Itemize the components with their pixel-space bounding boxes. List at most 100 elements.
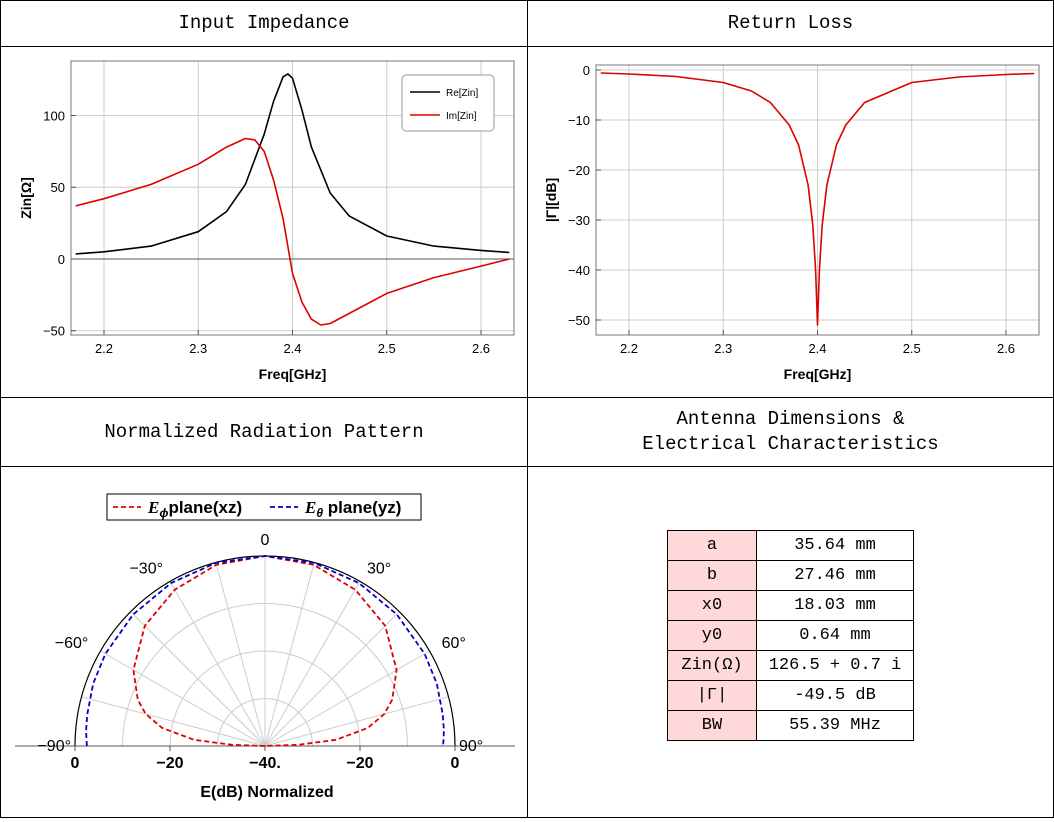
polar-angle-label: −30°	[129, 560, 163, 577]
polar-base-tick-label: −20	[346, 755, 373, 772]
polar-spoke	[264, 650, 430, 747]
return-loss-x-tick-label: 2.4	[808, 341, 826, 356]
impedance-y-tick-label: 50	[51, 180, 65, 195]
input-impedance-title: Input Impedance	[178, 12, 350, 34]
antenna-dimensions-header: Antenna Dimensions & Electrical Characte…	[527, 397, 1054, 467]
antenna-dimensions-title-line2: Electrical Characteristics	[642, 433, 939, 455]
return-loss-x-tick-label: 2.6	[997, 341, 1015, 356]
polar-angle-label: −90°	[37, 738, 71, 755]
impedance-x-axis-label: Freq[GHz]	[259, 366, 327, 382]
polar-angle-label: 0	[261, 532, 270, 549]
return-loss-y-tick-label: −10	[568, 113, 590, 128]
polar-angle-label: 60°	[442, 635, 466, 652]
input-impedance-chart: 2.2 2.3 2.4 2.5 2.6 −50 0 50 100 Freq[GHz] Zin[Ω] R…	[18, 60, 515, 382]
return-loss-y-tick-label: −30	[568, 213, 590, 228]
return-loss-y-axis-label: |Γ|[dB]	[543, 178, 559, 222]
impedance-y-axis-label: Zin[Ω]	[18, 177, 34, 219]
impedance-x-tick-label: 2.5	[378, 341, 396, 356]
polar-base-tick-label: −40.	[249, 755, 281, 772]
dimension-key: x0	[667, 590, 757, 621]
polar-legend-subscript: θ	[316, 506, 323, 520]
return-loss-cell: 2.2 2.3 2.4 2.5 2.6 −50 −40 −30 −20 −10 0 Freq[GHz]…	[527, 46, 1054, 398]
dimension-row: x0 18.03 mm	[667, 590, 914, 621]
dimension-value: 18.03 mm	[756, 590, 914, 621]
dimension-row: Zin(Ω) 126.5 + 0.7 i	[667, 650, 914, 681]
dimension-value: 35.64 mm	[756, 530, 914, 561]
radiation-pattern-cell: −90° −60° −30° 0 30° 60° 90° 0 −20 −40. −20 0 E(dB) …	[0, 466, 528, 818]
dimension-row: a 35.64 mm	[667, 530, 914, 561]
dimension-key: a	[667, 530, 757, 561]
return-loss-y-tick-label: −40	[568, 263, 590, 278]
polar-legend-label-e-phi: Eϕplane(xz)	[147, 498, 242, 520]
return-loss-series-line	[600, 72, 1035, 326]
polar-axis-label: E(dB) Normalized	[200, 784, 333, 801]
dimension-value: 0.64 mm	[756, 620, 914, 651]
polar-spoke	[130, 611, 266, 747]
return-loss-x-tick-label: 2.5	[903, 341, 921, 356]
return-loss-x-tick-label: 2.2	[620, 341, 638, 356]
polar-spoke	[81, 696, 266, 747]
impedance-legend: Re[Zin] Im[Zin]	[401, 74, 495, 132]
legend-label-im-zin-: Im[Zin]	[446, 111, 477, 122]
dimension-value: -49.5 dB	[756, 680, 914, 711]
polar-legend-label-e-theta: Eθ plane(yz)	[304, 498, 401, 520]
dimension-key: b	[667, 560, 757, 591]
return-loss-y-tick-label: 0	[583, 63, 590, 78]
polar-spoke	[169, 581, 266, 747]
polar-angle-label: −60°	[55, 635, 89, 652]
impedance-y-tick-label: 0	[58, 252, 65, 267]
polar-legend-text: plane(xz)	[168, 498, 242, 517]
antenna-dimensions-table: a 35.64 mm b 27.46 mm x0 18.03 mm y0 0.64 mm Zin…	[667, 530, 914, 741]
impedance-x-tick-label: 2.2	[95, 341, 113, 356]
dimension-value: 55.39 MHz	[756, 710, 914, 741]
impedance-y-tick-label: 100	[43, 109, 65, 124]
dimension-key: |Γ|	[667, 680, 757, 711]
impedance-series-re-zin-	[75, 73, 510, 255]
dimension-value: 126.5 + 0.7 i	[756, 650, 914, 681]
polar-spoke	[264, 562, 315, 747]
impedance-x-tick-label: 2.3	[189, 341, 207, 356]
polar-legend-box	[106, 493, 422, 521]
dimension-key: y0	[667, 620, 757, 651]
return-loss-y-tick-label: −50	[568, 313, 590, 328]
dimension-row: |Γ| -49.5 dB	[667, 680, 914, 711]
polar-base-tick-label: 0	[451, 755, 460, 772]
impedance-legend-box	[401, 74, 495, 132]
legend-label-re-zin-: Re[Zin]	[446, 88, 478, 99]
impedance-x-tick-label: 2.6	[472, 341, 490, 356]
antenna-dimensions-title-line1: Antenna Dimensions &	[676, 408, 905, 430]
dimension-key: Zin(Ω)	[667, 650, 757, 681]
return-loss-y-tick-label: −20	[568, 163, 590, 178]
return-loss-x-axis-label: Freq[GHz]	[784, 366, 852, 382]
impedance-y-tick-label: −50	[43, 324, 65, 339]
radiation-pattern-chart: −90°−60°−30°030°60°90°0 −20 −40. −20 0E(dB) …	[15, 493, 515, 801]
dimension-value: 27.46 mm	[756, 560, 914, 591]
return-loss-chart: 2.2 2.3 2.4 2.5 2.6 −50 −40 −30 −20 −10 0 Freq[GHz]…	[543, 63, 1040, 382]
input-impedance-cell: 2.2 2.3 2.4 2.5 2.6 −50 0 50 100 Freq[GHz] Zin[Ω] R…	[0, 46, 528, 398]
polar-legend-subscript: ϕ	[159, 506, 168, 520]
polar-series-e-theta	[85, 555, 445, 747]
polar-spoke	[100, 650, 266, 747]
impedance-series-im-zin-	[75, 137, 510, 326]
radiation-pattern-header: Normalized Radiation Pattern	[0, 397, 528, 467]
polar-spoke	[215, 562, 266, 747]
return-loss-title: Return Loss	[727, 12, 854, 34]
polar-legend: Eϕplane(xz) Eθ plane(yz)	[106, 493, 422, 521]
polar-base-tick-label: −20	[156, 755, 183, 772]
input-impedance-header: Input Impedance	[0, 0, 528, 47]
polar-spoke	[264, 581, 361, 747]
polar-legend-symbol: E	[304, 498, 316, 517]
dimension-row: b 27.46 mm	[667, 560, 914, 591]
radiation-pattern-title: Normalized Radiation Pattern	[104, 420, 424, 443]
return-loss-header: Return Loss	[527, 0, 1054, 47]
return-loss-x-tick-label: 2.3	[714, 341, 732, 356]
polar-base-tick-label: 0	[71, 755, 80, 772]
dimension-key: BW	[667, 710, 757, 741]
dimension-row: BW 55.39 MHz	[667, 710, 914, 741]
polar-legend-symbol: E	[147, 498, 159, 517]
polar-legend-text: plane(yz)	[323, 498, 401, 517]
impedance-x-tick-label: 2.4	[283, 341, 301, 356]
polar-angle-label: 30°	[367, 560, 391, 577]
polar-angle-label: 90°	[459, 738, 483, 755]
